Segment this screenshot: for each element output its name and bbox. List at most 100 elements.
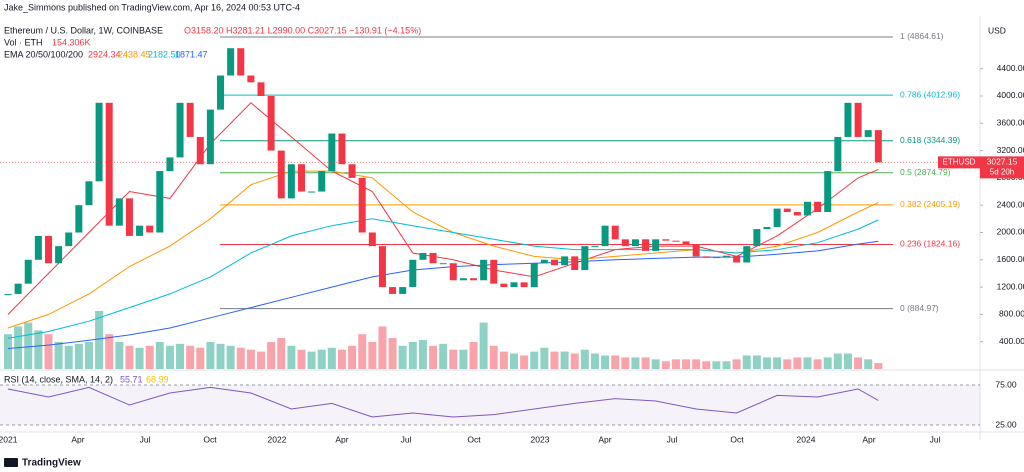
volume-bar <box>783 359 792 369</box>
candle <box>480 259 488 281</box>
volume-bar <box>510 353 518 369</box>
candle <box>186 102 194 137</box>
volume-bar <box>843 353 852 369</box>
y-tick-label: 800.00 <box>999 309 1024 319</box>
volume-bar <box>125 345 134 369</box>
candle <box>561 256 569 266</box>
x-tick-label: 2022 <box>268 434 287 444</box>
price-tag-countdown: 5d 20h <box>990 167 1014 176</box>
candle <box>85 181 93 206</box>
volume-bar <box>287 345 296 369</box>
logo <box>4 458 18 467</box>
candle <box>287 164 295 199</box>
volume-bar <box>752 355 761 369</box>
candle <box>156 171 164 233</box>
candle <box>206 109 214 165</box>
candle <box>874 130 882 163</box>
volume-bar <box>661 361 670 369</box>
volume-bar <box>692 359 701 369</box>
volume-bar <box>631 357 640 369</box>
price-tag-symbol: ETHUSD <box>943 157 976 166</box>
volume-bar <box>257 351 265 369</box>
volume-bar <box>216 343 225 369</box>
volume-bar <box>682 359 691 369</box>
candle <box>611 225 619 240</box>
price-tag-symbol-bg <box>938 156 980 169</box>
candle <box>338 133 346 165</box>
volume-bar <box>651 359 660 369</box>
rsi-label: RSI (14, close, SMA, 14, 2) <box>4 374 113 384</box>
candle <box>702 256 710 258</box>
candle <box>753 229 761 247</box>
x-tick-label: Oct <box>203 434 217 444</box>
ema-label: EMA 20/50/100/200 <box>4 49 83 59</box>
footer-bar <box>0 452 1024 472</box>
volume-bar <box>590 353 599 369</box>
volume-bar <box>408 341 417 369</box>
volume-bar <box>459 349 468 369</box>
ema-value: 2182.50 <box>148 49 181 59</box>
volume-bar <box>297 349 306 369</box>
volume-bar <box>671 359 680 369</box>
volume-bar <box>793 357 802 369</box>
volume-bar <box>186 345 195 369</box>
byline: Jake_Simmons published on TradingView.co… <box>4 2 300 12</box>
ema-value: 1871.47 <box>175 49 208 59</box>
ema-value: 2438.45 <box>118 49 151 59</box>
candle <box>631 239 639 247</box>
candle <box>712 257 720 259</box>
candle <box>267 95 275 151</box>
candle <box>642 239 650 251</box>
volume-bar <box>64 345 73 369</box>
candle <box>824 171 832 213</box>
rsi-line <box>7 386 879 418</box>
volume-bar <box>388 338 397 369</box>
candle <box>297 164 305 192</box>
candle <box>196 136 204 165</box>
candle <box>814 201 822 213</box>
candle <box>328 133 336 172</box>
candle <box>237 48 245 76</box>
candle <box>773 208 781 228</box>
volume-bar <box>307 351 316 369</box>
y-tick-label: 4000.00 <box>997 90 1024 100</box>
x-tick-label: Jul <box>401 434 412 444</box>
candle <box>227 48 235 76</box>
candle <box>601 225 609 247</box>
volume-bar <box>327 347 336 369</box>
volume-bar <box>378 326 387 369</box>
candle <box>459 278 467 281</box>
x-tick-label: Jul <box>140 434 151 444</box>
volume-bar <box>348 345 357 369</box>
volume-bar <box>823 357 832 369</box>
candle <box>530 263 538 288</box>
volume-bar <box>4 334 12 369</box>
y-tick-label: 4400.00 <box>997 63 1024 73</box>
rsi-ma-value: 68.99 <box>146 374 169 384</box>
x-tick-label: Apr <box>71 434 84 444</box>
candle <box>723 255 731 258</box>
candle <box>733 255 741 263</box>
candle <box>166 157 174 172</box>
candle <box>490 259 498 284</box>
volume-bar <box>520 355 529 369</box>
candle <box>652 239 660 251</box>
candle <box>571 256 579 271</box>
volume-bar <box>84 341 93 369</box>
y-tick-label: 1600.00 <box>997 254 1024 264</box>
candle <box>308 191 316 193</box>
vol-label: Vol · ETH <box>4 37 43 47</box>
volume-bar <box>469 341 478 369</box>
volume-bar <box>337 349 346 369</box>
candle <box>318 171 326 192</box>
candle <box>510 282 518 288</box>
candle <box>672 240 680 242</box>
candle <box>662 239 670 241</box>
x-tick-label: Oct <box>730 434 744 444</box>
candle <box>55 246 63 264</box>
volume-bar <box>601 355 610 369</box>
y-tick-label: 3200.00 <box>997 145 1024 155</box>
volume-bar <box>54 341 63 369</box>
volume-bar <box>489 345 498 369</box>
candle <box>217 75 225 110</box>
